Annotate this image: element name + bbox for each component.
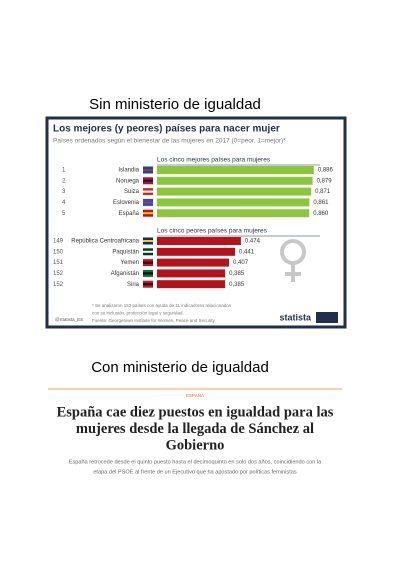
value-label: 0,474 xyxy=(245,239,261,245)
article-section: ESPAÑA xyxy=(186,392,204,398)
footnote: con su inclusión, protección legal y seg… xyxy=(92,311,184,316)
brand-badge xyxy=(316,312,338,323)
female-symbol xyxy=(280,239,306,282)
value-label: 0,385 xyxy=(229,282,245,288)
value-label: 0,860 xyxy=(313,211,329,217)
rank: 150 xyxy=(53,249,64,255)
footnote: Fuente: Georgetown Institute for Women, … xyxy=(92,318,215,323)
chart-subtitle: Países ordenados según el bienestar de l… xyxy=(53,138,286,145)
flag-stripe xyxy=(143,201,153,204)
bar xyxy=(157,258,230,267)
bar xyxy=(157,209,310,218)
value-label: 0,441 xyxy=(239,249,255,255)
rank: 5 xyxy=(62,211,66,217)
rank: 2 xyxy=(62,178,66,184)
article-headline: Gobierno xyxy=(166,437,225,453)
bar xyxy=(157,187,312,196)
country: Siria xyxy=(127,282,140,288)
flag-stripe xyxy=(143,190,153,193)
value-label: 0,861 xyxy=(313,200,329,206)
flag-stripe xyxy=(143,272,153,275)
flag-stripe xyxy=(143,250,153,253)
value-label: 0,385 xyxy=(229,271,245,277)
value-label: 0,879 xyxy=(317,178,333,184)
chart-title: Los mejores (y peores) países para nacer… xyxy=(53,124,280,135)
country: Afganistán xyxy=(111,271,139,277)
bar xyxy=(157,247,236,256)
rank: 151 xyxy=(53,260,64,266)
bar xyxy=(157,176,313,185)
bar xyxy=(157,269,226,278)
flag-stripe xyxy=(143,240,153,242)
flag-stripe xyxy=(143,212,153,215)
article-headline: España cae diez puestos en igualdad para… xyxy=(57,404,334,420)
bar xyxy=(157,237,241,245)
flag-stripe xyxy=(143,283,153,286)
caption: Con ministerio de igualdad xyxy=(91,359,269,376)
article-headline: mujeres desde la llegada de Sánchez al xyxy=(76,421,314,437)
rank: 152 xyxy=(53,271,64,277)
article-summary: España retrocede desde el quinto puesto … xyxy=(69,459,322,465)
brand: statista xyxy=(279,312,312,322)
bar xyxy=(157,166,314,174)
footnote: * Se analizaron 152 países con ayuda de … xyxy=(92,303,232,308)
article-summary: etapa del PSOE al frente de un Ejecutivo… xyxy=(93,469,297,475)
rank: 149 xyxy=(53,239,64,245)
rank: 3 xyxy=(62,189,66,195)
bar xyxy=(157,280,226,289)
country: Suiza xyxy=(124,189,140,195)
value-label: 0,871 xyxy=(315,189,331,195)
handle: @Statista_ES xyxy=(55,317,83,322)
country: República Centroafricana xyxy=(71,239,139,245)
country: Noruega xyxy=(116,178,140,184)
flag-stripe xyxy=(143,261,153,264)
group-title: Los cinco mejores países para mujeres xyxy=(157,157,271,164)
chart-frame xyxy=(45,116,347,329)
country: Islandia xyxy=(118,168,139,174)
country: Paquistán xyxy=(112,249,139,255)
value-label: 0,886 xyxy=(318,168,334,174)
rank: 1 xyxy=(62,168,66,174)
group-title: Los cinco peores países para mujeres xyxy=(157,228,268,235)
caption: Sin ministerio de igualdad xyxy=(89,96,261,113)
rank: 152 xyxy=(53,282,64,288)
country: Eslovenia xyxy=(113,200,140,206)
country: Yemen xyxy=(121,260,139,266)
country: España xyxy=(119,211,140,217)
flag-stripe xyxy=(143,179,153,182)
flag-stripe xyxy=(143,169,153,171)
rank: 4 xyxy=(62,200,66,206)
value-label: 0,407 xyxy=(233,260,249,266)
bar xyxy=(157,198,310,207)
